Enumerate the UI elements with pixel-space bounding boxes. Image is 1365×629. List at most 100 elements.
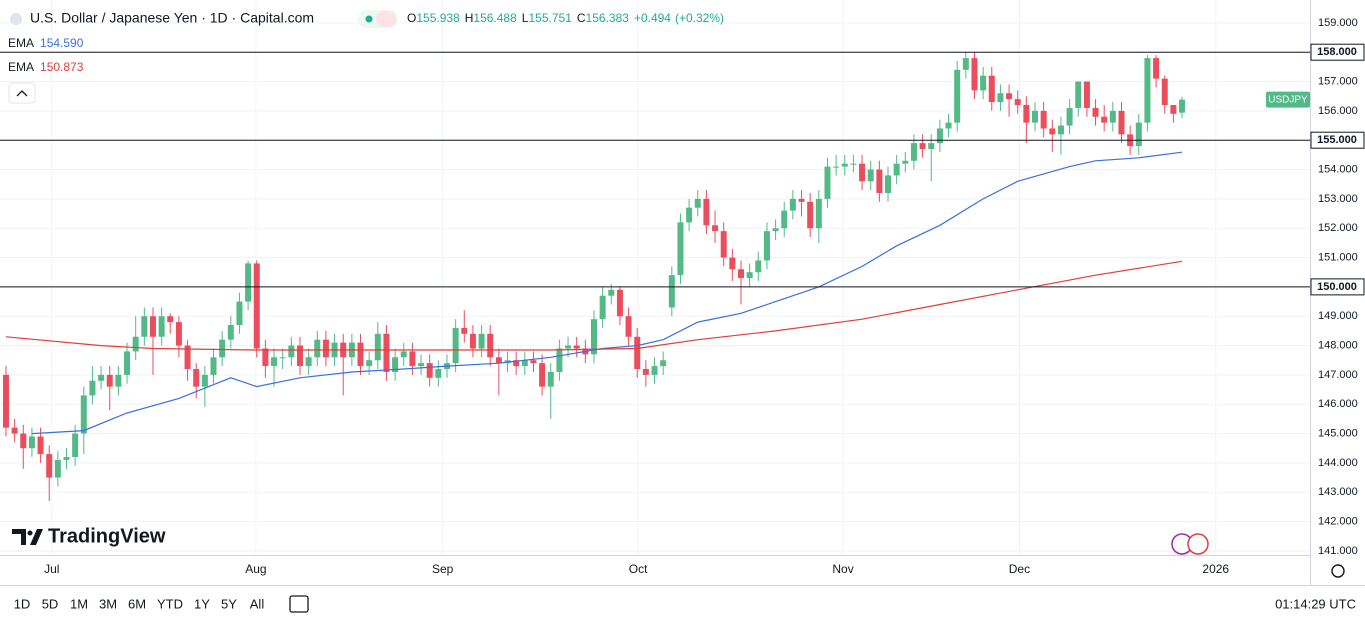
candle-body	[971, 58, 978, 91]
candle-body	[954, 69, 961, 123]
change: +0.494	[634, 11, 671, 25]
candle-body	[945, 122, 952, 129]
candle-body	[201, 374, 208, 387]
candle-body	[885, 175, 892, 194]
flag-icon	[10, 13, 22, 25]
y-tick-label: 146.000	[1318, 398, 1358, 410]
candle-body	[63, 457, 70, 460]
candle-body	[245, 263, 252, 302]
hline-label-box	[1310, 131, 1365, 149]
candle-body	[1040, 110, 1047, 129]
candle-body	[772, 228, 779, 232]
candle-body	[89, 380, 96, 396]
candle-body	[1153, 58, 1160, 79]
candle-body	[867, 169, 874, 182]
candle-body	[80, 395, 87, 434]
candle-body	[824, 166, 831, 199]
candle-body	[461, 327, 468, 334]
symbol-badge-box	[1266, 91, 1310, 108]
candle-body	[841, 163, 848, 167]
candle-body	[815, 198, 822, 229]
candle-body	[98, 374, 105, 381]
y-tick-label: 143.000	[1318, 486, 1358, 498]
candle-body	[547, 371, 554, 387]
ema-legend: EMA 150.873	[8, 60, 84, 74]
symbol-badge: USDJPY	[1268, 94, 1308, 105]
candle-body	[314, 339, 321, 358]
candle-body	[167, 316, 174, 323]
candle-body	[141, 316, 148, 337]
ema-value: 154.590	[40, 36, 84, 50]
y-tick-label: 151.000	[1318, 251, 1358, 263]
candle-body	[1066, 107, 1073, 126]
candle-body	[936, 128, 943, 144]
ohlc-label: O	[407, 11, 416, 25]
candle-body	[392, 357, 399, 372]
x-tick-label: Aug	[245, 562, 266, 576]
candle-body	[1101, 116, 1108, 123]
y-tick-label: 145.000	[1318, 427, 1358, 439]
candle-body	[271, 357, 278, 367]
candle-body	[521, 360, 528, 367]
ema-name: EMA	[8, 60, 34, 74]
event-icon[interactable]	[1187, 533, 1209, 555]
x-tick-label: Nov	[832, 562, 853, 576]
candle-body	[1023, 105, 1030, 123]
candle-body	[988, 75, 995, 103]
status-dot	[365, 15, 373, 23]
ema-value: 150.873	[40, 60, 84, 74]
range-button[interactable]: 3M	[99, 596, 117, 611]
ohlc-label: H	[465, 11, 474, 25]
ema-line	[5, 260, 1183, 351]
candle-body	[253, 263, 260, 349]
range-button[interactable]: 1M	[70, 596, 88, 611]
candle-body	[374, 333, 381, 361]
candle-body	[859, 163, 866, 182]
clock: 01:14:29 UTC	[1275, 596, 1356, 611]
candle-body	[1161, 78, 1168, 106]
range-button[interactable]: 6M	[128, 596, 146, 611]
x-tick-label: Oct	[629, 562, 648, 576]
candle-body	[236, 301, 243, 326]
candle-body	[1075, 81, 1082, 108]
range-button[interactable]: YTD	[157, 596, 183, 611]
y-tick-label: 157.000	[1318, 75, 1358, 87]
candle-body	[763, 231, 770, 261]
settings-icon[interactable]	[1331, 564, 1345, 578]
range-button[interactable]: 5Y	[221, 596, 237, 611]
y-tick-label: 144.000	[1318, 457, 1358, 469]
chart-title: U.S. Dollar / Japanese Yen · 1D · Capita…	[30, 10, 314, 26]
candle-body	[296, 345, 303, 367]
candle-body	[530, 360, 537, 364]
candle-body	[1109, 110, 1116, 123]
collapse-button[interactable]	[8, 82, 36, 104]
y-tick-label: 149.000	[1318, 310, 1358, 322]
candle-body	[997, 93, 1004, 103]
candle-body	[322, 339, 329, 358]
candle-body	[219, 339, 226, 358]
candle-body	[288, 345, 295, 358]
hline-label-box	[1310, 278, 1365, 296]
ohlc-legend: O155.938 H156.488 L155.751 C156.383 +0.494 (+…	[407, 11, 724, 25]
date-range-icon[interactable]	[289, 595, 309, 613]
range-button[interactable]: 5D	[42, 596, 59, 611]
logo: TradingView	[48, 525, 166, 547]
candle-body	[132, 336, 139, 352]
candle-body	[279, 357, 286, 359]
y-tick-label: 148.000	[1318, 339, 1358, 351]
candle-body	[469, 333, 476, 349]
logo-dot	[27, 530, 33, 536]
range-button[interactable]: 1Y	[194, 596, 210, 611]
candle-body	[599, 295, 606, 320]
x-tick-label: Dec	[1009, 562, 1030, 576]
candle-body	[608, 289, 615, 296]
candle-body	[962, 58, 969, 70]
candle-body	[703, 198, 710, 226]
candle-body	[20, 433, 27, 449]
candle-body	[2, 374, 9, 428]
range-button[interactable]: All	[250, 596, 265, 611]
candle-body	[1092, 107, 1099, 117]
collapse-icon	[16, 90, 28, 97]
range-button[interactable]: 1D	[14, 596, 31, 611]
